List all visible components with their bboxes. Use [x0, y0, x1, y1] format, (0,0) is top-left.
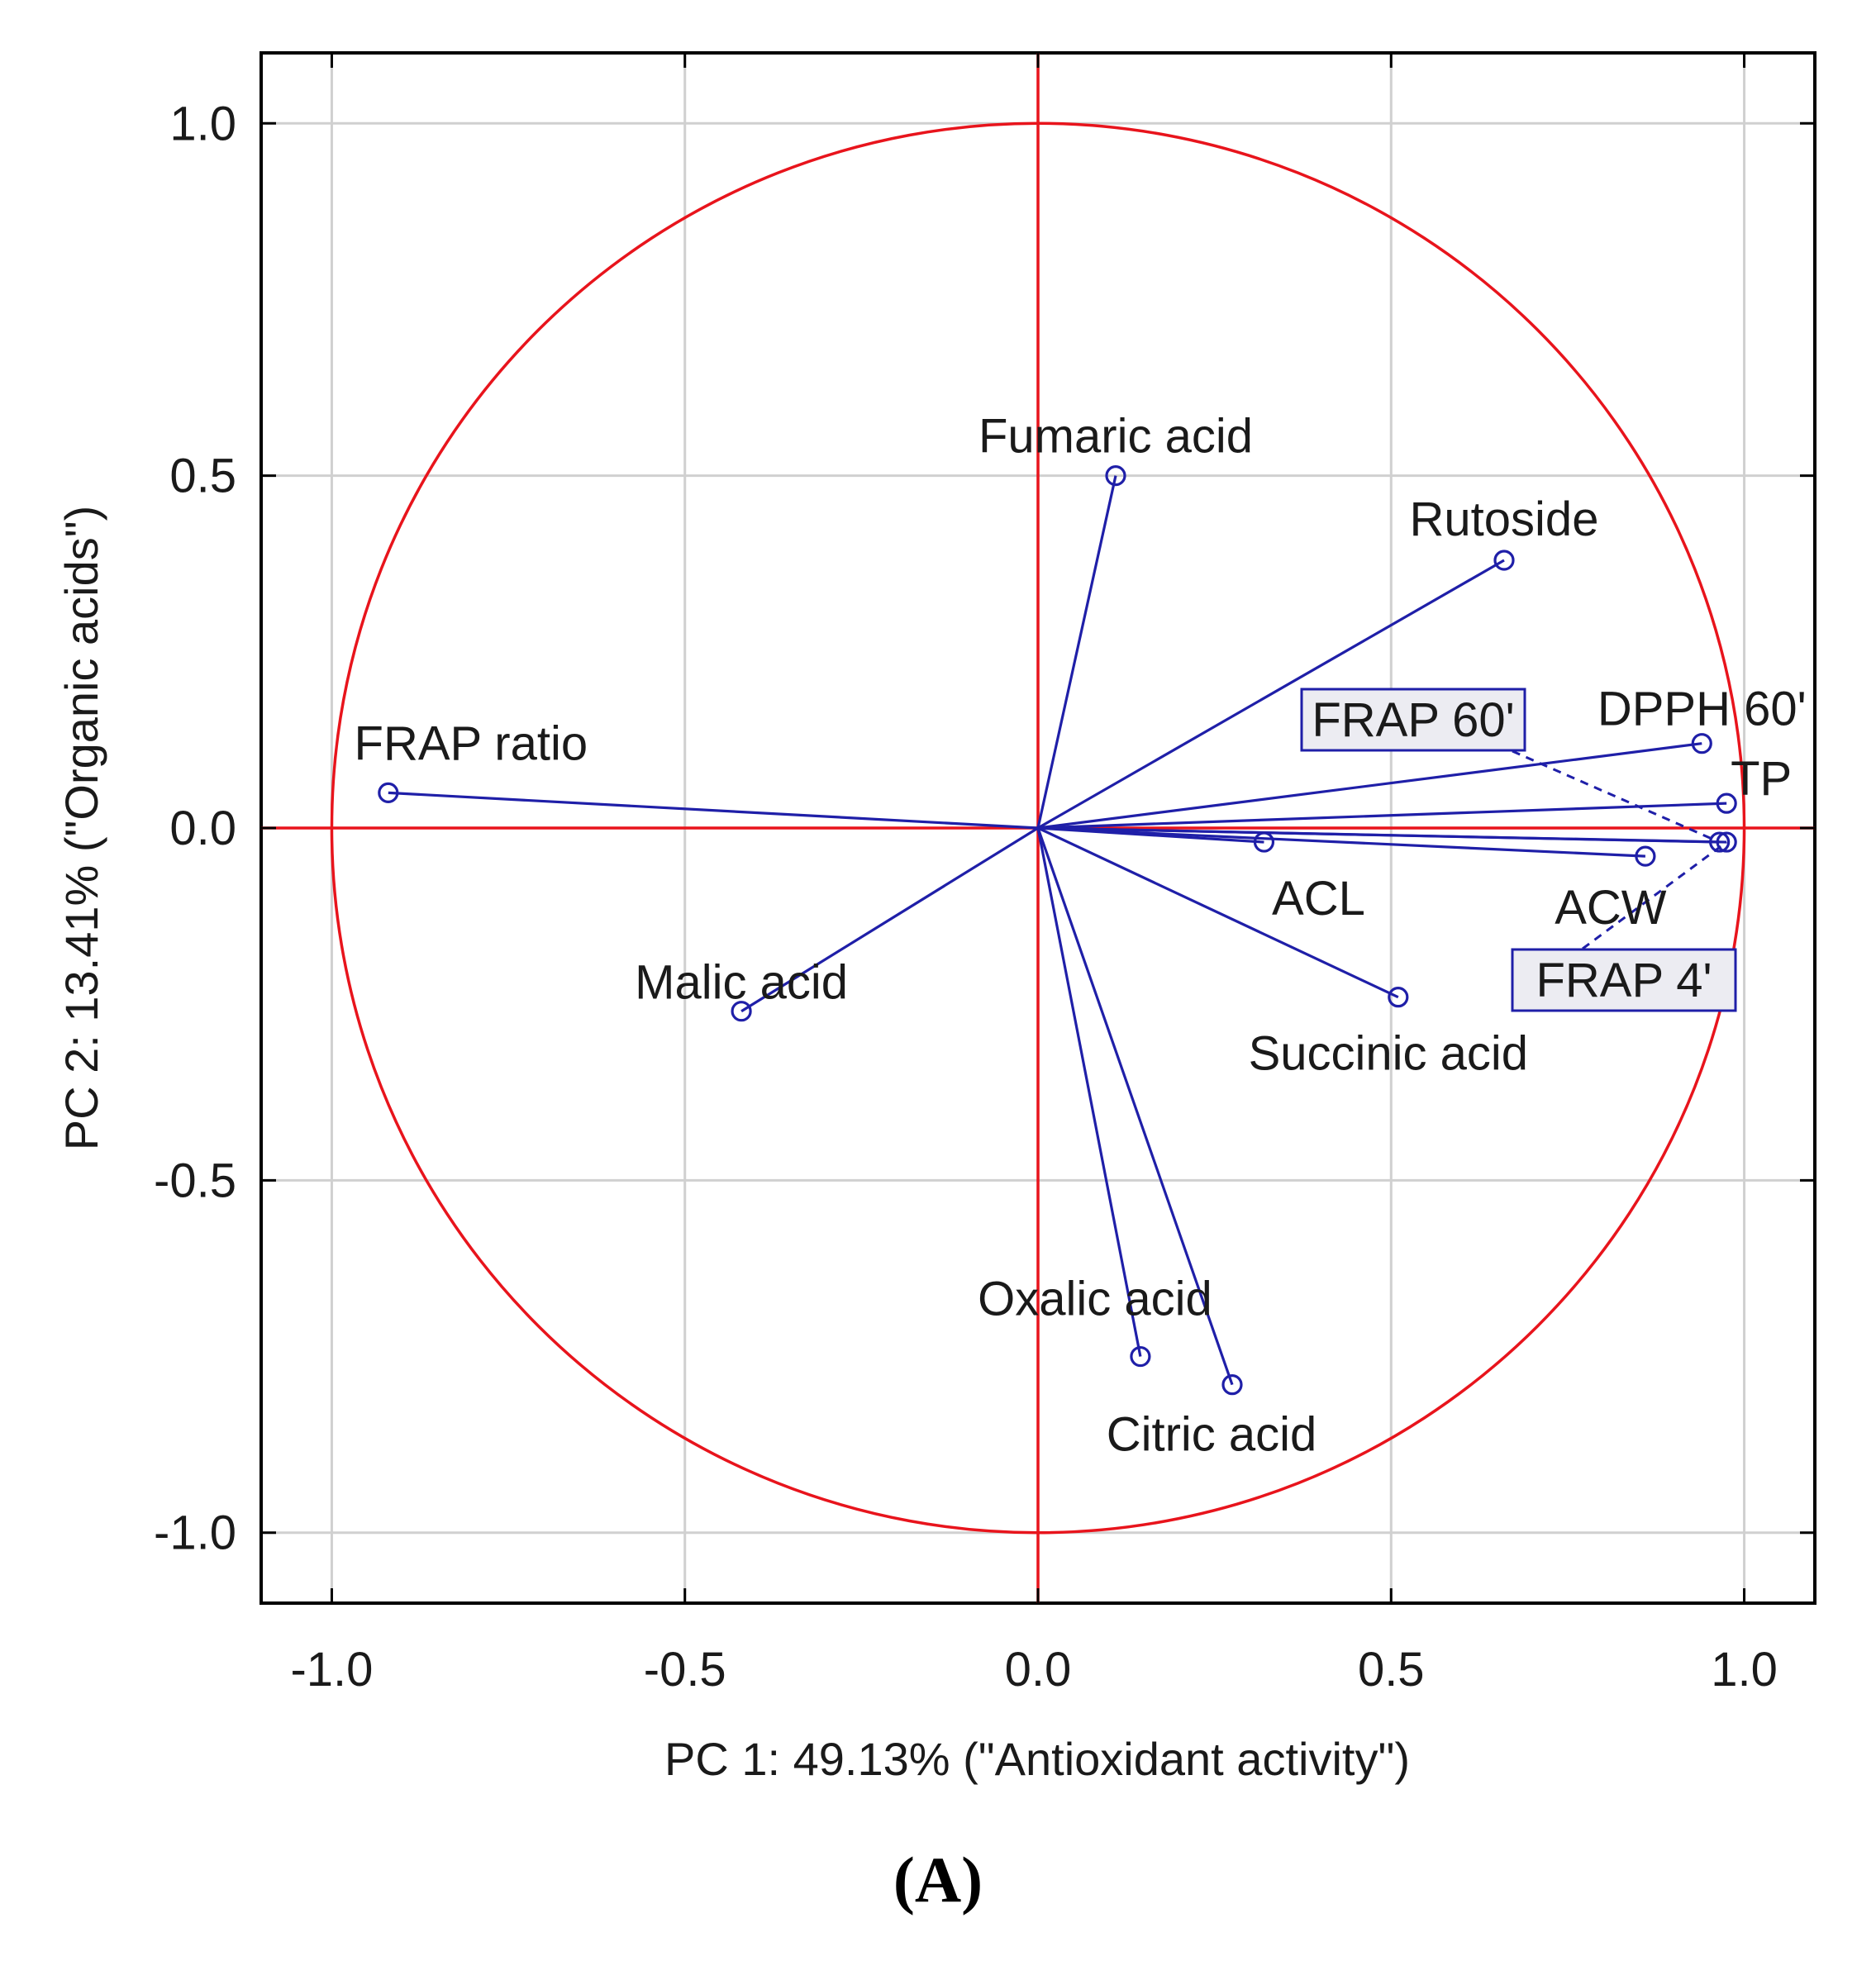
- unit-circle: [330, 121, 1746, 1535]
- label-box-frap-4: [1511, 948, 1737, 1012]
- x-tick-label: 1.0: [1711, 1643, 1778, 1697]
- point-malic-acid: [731, 1001, 752, 1022]
- leader-frap-60: [1512, 750, 1721, 844]
- y-axis-title: PC 2: 13.41% ("Organic acids"): [55, 506, 107, 1151]
- point-rutoside: [1493, 550, 1515, 571]
- point-frap-ratio: [378, 782, 399, 803]
- point-succinic-acid: [1388, 987, 1409, 1008]
- tick-marks: -1.0 -0.5 0.0 0.5 1.0 1.0 0.5 0.0 -0.5 -1.0: [154, 53, 1815, 1697]
- x-tick-label: -0.5: [644, 1643, 726, 1697]
- label-oxalic-acid: Oxalic acid: [978, 1273, 1212, 1326]
- y-tick-label: -1.0: [154, 1506, 236, 1560]
- label-acl: ACL: [1272, 872, 1365, 926]
- vector-succinic-acid: [1037, 826, 1399, 999]
- vector-citric-acid: [1036, 827, 1234, 1386]
- y-tick-label: -0.5: [154, 1154, 236, 1207]
- label-frap-ratio: FRAP ratio: [355, 716, 588, 770]
- point-citric-acid: [1221, 1374, 1243, 1396]
- vector-acw: [1037, 826, 1645, 858]
- figure-caption: (A): [893, 1844, 983, 1916]
- vector-tp: [1037, 802, 1727, 830]
- vector-fumaric-acid: [1036, 475, 1117, 829]
- y-tick-label: 1.0: [169, 97, 236, 150]
- point-fumaric-acid: [1105, 465, 1126, 487]
- leader-frap-4: [1582, 840, 1728, 950]
- vector-frap-ratio: [388, 791, 1039, 830]
- point-labels: Fumaric acid Rutoside DPPH 60' TP FRAP 60' FR…: [355, 410, 1807, 1462]
- label-succinic-acid: Succinic acid: [1249, 1027, 1528, 1081]
- vector-rutoside: [1037, 559, 1505, 830]
- point-acw: [1635, 845, 1656, 867]
- y-tick-label: 0.5: [169, 450, 236, 503]
- label-rutoside: Rutoside: [1410, 493, 1599, 546]
- label-citric-acid: Citric acid: [1107, 1408, 1317, 1462]
- label-frap-60: FRAP 60': [1312, 693, 1514, 747]
- loading-vectors: [378, 465, 1737, 1396]
- vector-frap-4: [1037, 826, 1727, 844]
- x-axis-title: PC 1: 49.13% ("Antioxidant activity"): [664, 1733, 1410, 1785]
- y-tick-label: 0.0: [169, 802, 236, 855]
- label-box-frap-60: [1300, 688, 1526, 752]
- x-tick-label: 0.5: [1358, 1643, 1425, 1697]
- point-oxalic-acid: [1130, 1345, 1151, 1368]
- point-tp: [1716, 792, 1737, 814]
- vector-malic-acid: [740, 826, 1039, 1013]
- label-acw: ACW: [1555, 881, 1667, 935]
- x-tick-label: 0.0: [1005, 1643, 1072, 1697]
- vector-acl: [1037, 826, 1264, 844]
- point-dpph-60: [1691, 733, 1712, 754]
- label-fumaric-acid: Fumaric acid: [978, 410, 1253, 464]
- label-malic-acid: Malic acid: [635, 956, 848, 1010]
- vector-oxalic-acid: [1036, 827, 1142, 1357]
- point-acl: [1253, 831, 1275, 853]
- vector-dpph-60: [1037, 742, 1702, 830]
- label-dpph-60: DPPH 60': [1597, 683, 1807, 736]
- x-tick-label: -1.0: [290, 1643, 373, 1697]
- label-frap-4: FRAP 4': [1536, 954, 1712, 1007]
- label-tp: TP: [1731, 752, 1792, 806]
